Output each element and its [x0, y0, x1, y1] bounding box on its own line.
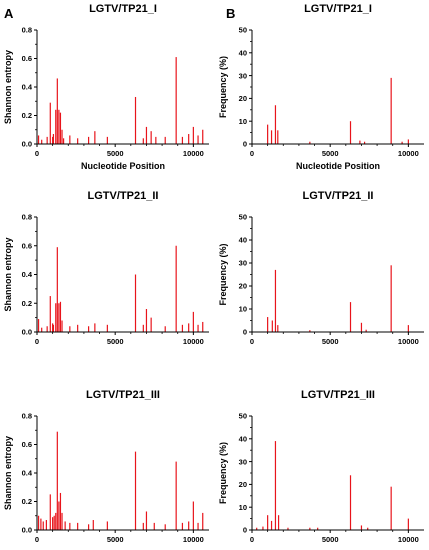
y-tick-label: 20	[239, 480, 247, 489]
y-axis-label: Frequency (%)	[218, 56, 228, 118]
x-tick-label: 10000	[398, 337, 419, 346]
y-tick-label: 30	[239, 71, 247, 80]
y-tick-label: 0.2	[22, 497, 32, 506]
chart-grid: LGTV/TP21_I0.00.20.40.60.80 5000 10000Shan…	[3, 3, 424, 544]
x-tick-label: 5000	[107, 149, 124, 158]
x-tick-label: 10000	[183, 337, 204, 346]
x-tick-label: 10000	[398, 149, 419, 158]
x-tick-label: 0	[35, 337, 39, 346]
x-tick-label: 0	[250, 535, 254, 544]
y-tick-label: 50	[239, 26, 247, 35]
x-tick-label: 5000	[322, 149, 339, 158]
y-tick-label: 30	[239, 259, 247, 268]
y-tick-label: 0.4	[22, 270, 33, 279]
x-tick-label: 10000	[183, 535, 204, 544]
y-tick-label: 0.6	[22, 440, 32, 449]
chart-title: LGTV/TP21_II	[303, 190, 374, 202]
chart-title: LGTV/TP21_III	[301, 389, 375, 401]
chart-title: LGTV/TP21_III	[86, 389, 160, 401]
y-tick-label: 0	[243, 526, 247, 535]
y-axis-label: Shannon entropy	[3, 238, 13, 312]
y-tick-label: 0.0	[22, 526, 32, 535]
chart-panel: LGTV/TP21_III 0.0 0.2 0.4 0.6 0.8 0 5000 10000 Sh…	[3, 389, 209, 544]
y-axis-label: Frequency (%)	[218, 442, 228, 504]
x-axis-label: Nucleotide Position	[296, 161, 380, 171]
panel-letter-b: B	[226, 6, 235, 21]
y-tick-label: 20	[239, 94, 247, 103]
y-tick-label: 0.4	[22, 469, 33, 478]
chart-title: LGTV/TP21_I	[89, 3, 157, 15]
x-tick-label: 5000	[322, 337, 339, 346]
chart-panel: LGTV/TP21_III 0 10 20 30 40 50 0 5000 10000 Freque…	[218, 389, 424, 544]
y-tick-label: 0.2	[22, 111, 32, 120]
chart-panel: LGTV/TP21_I 0 10 20 30 40 50 0 5000 10000 Frequenc…	[218, 3, 424, 171]
y-tick-label: 10	[239, 305, 247, 314]
y-tick-label: 0.0	[22, 140, 32, 149]
y-tick-label: 0.6	[22, 241, 32, 250]
y-tick-label: 0	[243, 140, 247, 149]
y-axis-label: Shannon entropy	[3, 50, 13, 124]
y-tick-label: 0	[243, 328, 247, 337]
chart-panel: LGTV/TP21_II 0.0 0.2 0.4 0.6 0.8 0 5000 10000 Sha…	[3, 190, 209, 346]
y-axis-label: Frequency (%)	[218, 243, 228, 305]
y-tick-label: 10	[239, 117, 247, 126]
y-tick-label: 50	[239, 412, 247, 421]
y-tick-label: 40	[239, 49, 247, 58]
x-tick-label: 0	[250, 337, 254, 346]
y-tick-label: 0.8	[22, 412, 32, 421]
y-tick-label: 0.2	[22, 299, 32, 308]
y-tick-label: 0.8	[22, 213, 32, 222]
x-tick-label: 0	[35, 149, 39, 158]
panel-letter-a: A	[4, 6, 14, 21]
y-tick-label: 20	[239, 282, 247, 291]
y-tick-label: 10	[239, 503, 247, 512]
x-tick-label: 5000	[107, 535, 124, 544]
y-axis-label: Shannon entropy	[3, 436, 13, 510]
y-tick-label: 50	[239, 213, 247, 222]
y-tick-label: 30	[239, 457, 247, 466]
chart-panel: LGTV/TP21_II 0 10 20 30 40 50 0 5000 10000 Frequen…	[218, 190, 424, 346]
x-tick-label: 0	[35, 535, 39, 544]
x-tick-label: 10000	[398, 535, 419, 544]
chart-panel: LGTV/TP21_I 0.0 0.2 0.4 0.6 0.8 0 5000 10000 Shan…	[3, 3, 209, 171]
x-tick-label: 5000	[322, 535, 339, 544]
x-tick-label: 10000	[183, 149, 204, 158]
x-tick-label: 0	[250, 149, 254, 158]
y-tick-label: 0.8	[22, 26, 32, 35]
y-tick-label: 0.4	[22, 83, 33, 92]
chart-title: LGTV/TP21_I	[304, 3, 372, 15]
y-tick-label: 40	[239, 236, 247, 245]
y-tick-label: 40	[239, 435, 247, 444]
x-tick-label: 5000	[107, 337, 124, 346]
y-tick-label: 0.6	[22, 54, 32, 63]
x-axis-label: Nucleotide Position	[81, 161, 165, 171]
chart-title: LGTV/TP21_II	[88, 190, 159, 202]
y-tick-label: 0.0	[22, 328, 32, 337]
